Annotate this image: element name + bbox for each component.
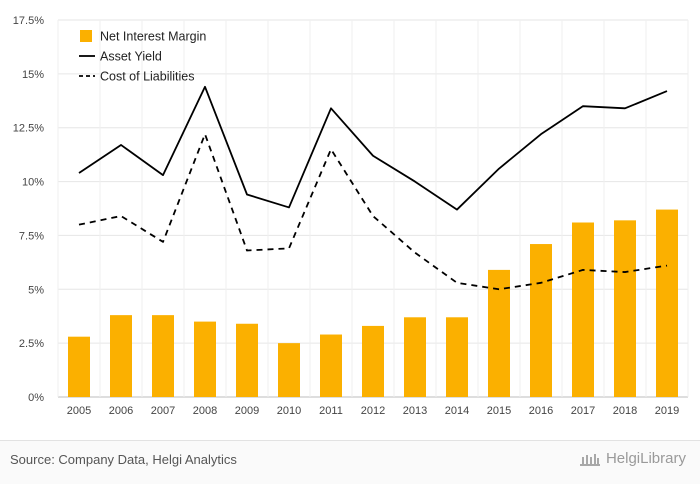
x-tick-label: 2018 <box>613 405 637 417</box>
y-tick-label: 0% <box>28 392 44 404</box>
bar <box>278 343 300 397</box>
brand-logo-link[interactable]: HelgiLibrary <box>579 450 686 467</box>
x-tick-label: 2006 <box>109 405 133 417</box>
bar <box>236 323 258 397</box>
grid-lines <box>57 19 689 398</box>
y-tick-label: 2.5% <box>19 338 44 350</box>
x-tick-label: 2010 <box>277 405 301 417</box>
bar <box>656 209 678 397</box>
legend-swatch <box>80 30 92 42</box>
y-tick-label: 17.5% <box>13 15 44 27</box>
x-tick-label: 2019 <box>655 405 679 417</box>
bar <box>488 269 510 397</box>
x-tick-label: 2009 <box>235 405 259 417</box>
x-tick-label: 2011 <box>319 405 343 417</box>
legend-label: Cost of Liabilities <box>100 70 195 84</box>
x-tick-label: 2015 <box>487 405 511 417</box>
x-tick-label: 2013 <box>403 405 427 417</box>
footer: Source: Company Data, Helgi Analytics He… <box>0 440 700 484</box>
bar <box>446 317 468 397</box>
chart: 0%2.5%5%7.5%10%12.5%15%17.5% 2005 2006 200… <box>13 15 689 417</box>
legend-label: Net Interest Margin <box>100 30 206 44</box>
legend: Net Interest Margin Asset Yield Cost of Li… <box>79 30 206 84</box>
legend-label: Asset Yield <box>100 50 162 64</box>
source-text: Source: Company Data, Helgi Analytics <box>10 452 237 467</box>
x-tick-label: 2005 <box>67 405 91 417</box>
bar <box>404 317 426 397</box>
bar <box>362 325 384 397</box>
y-tick-label: 15% <box>22 69 44 81</box>
bar-series <box>68 209 678 397</box>
x-tick-label: 2007 <box>151 405 175 417</box>
x-tick-label: 2012 <box>361 405 385 417</box>
bar <box>110 315 132 397</box>
bar <box>572 222 594 397</box>
bar <box>530 244 552 397</box>
x-tick-label: 2014 <box>445 405 469 417</box>
y-tick-label: 12.5% <box>13 123 44 135</box>
x-tick-label: 2016 <box>529 405 553 417</box>
bar <box>194 321 216 397</box>
cost-of-liabilities-line <box>78 133 668 291</box>
y-tick-label: 7.5% <box>19 230 44 242</box>
bar <box>152 315 174 397</box>
x-tick-label: 2017 <box>571 405 595 417</box>
bar <box>614 220 636 397</box>
x-tick-label: 2008 <box>193 405 217 417</box>
line-series <box>78 85 668 291</box>
bar <box>320 334 342 397</box>
y-axis: 0% 2.5% 5% 7.5% 10% 12.5% 15% 17.5% <box>13 15 44 404</box>
bar <box>68 336 90 397</box>
asset-yield-line <box>78 85 668 211</box>
library-building-icon <box>579 453 600 466</box>
brand-name: HelgiLibrary <box>605 450 686 467</box>
y-tick-label: 10% <box>22 177 44 189</box>
x-axis: 2005 2006 2007 2008 2009 2010 2011 2012 2013 2014… <box>67 405 679 417</box>
y-tick-label: 5% <box>28 284 44 296</box>
